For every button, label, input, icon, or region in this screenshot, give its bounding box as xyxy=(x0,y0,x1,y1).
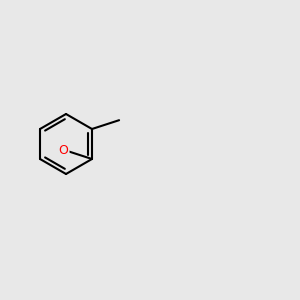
Text: O: O xyxy=(58,144,68,157)
